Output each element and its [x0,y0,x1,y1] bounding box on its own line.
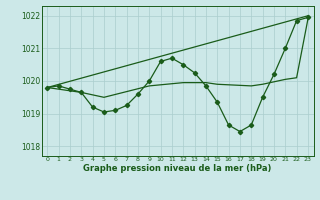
X-axis label: Graphe pression niveau de la mer (hPa): Graphe pression niveau de la mer (hPa) [84,164,272,173]
